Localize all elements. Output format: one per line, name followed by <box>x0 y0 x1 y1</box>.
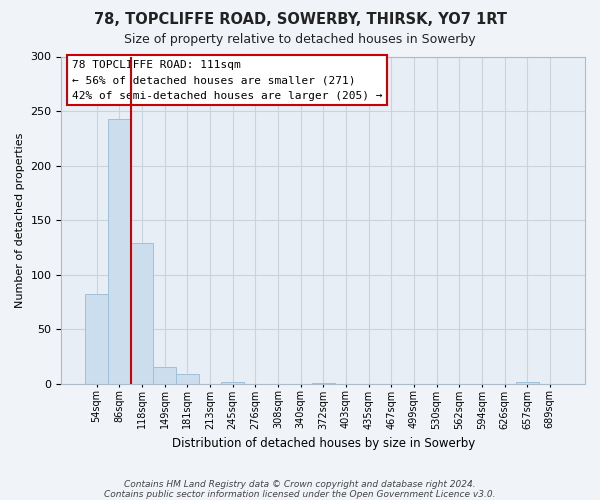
Bar <box>312 382 335 384</box>
Bar <box>221 382 244 384</box>
Text: 78 TOPCLIFFE ROAD: 111sqm
← 56% of detached houses are smaller (271)
42% of semi: 78 TOPCLIFFE ROAD: 111sqm ← 56% of detac… <box>72 60 382 101</box>
Bar <box>176 374 199 384</box>
Text: Size of property relative to detached houses in Sowerby: Size of property relative to detached ho… <box>124 32 476 46</box>
Bar <box>516 382 539 384</box>
Y-axis label: Number of detached properties: Number of detached properties <box>15 132 25 308</box>
Bar <box>153 368 176 384</box>
Text: 78, TOPCLIFFE ROAD, SOWERBY, THIRSK, YO7 1RT: 78, TOPCLIFFE ROAD, SOWERBY, THIRSK, YO7… <box>94 12 506 28</box>
Bar <box>108 118 131 384</box>
Bar <box>131 243 153 384</box>
X-axis label: Distribution of detached houses by size in Sowerby: Distribution of detached houses by size … <box>172 437 475 450</box>
Text: Contains public sector information licensed under the Open Government Licence v3: Contains public sector information licen… <box>104 490 496 499</box>
Text: Contains HM Land Registry data © Crown copyright and database right 2024.: Contains HM Land Registry data © Crown c… <box>124 480 476 489</box>
Bar <box>85 294 108 384</box>
